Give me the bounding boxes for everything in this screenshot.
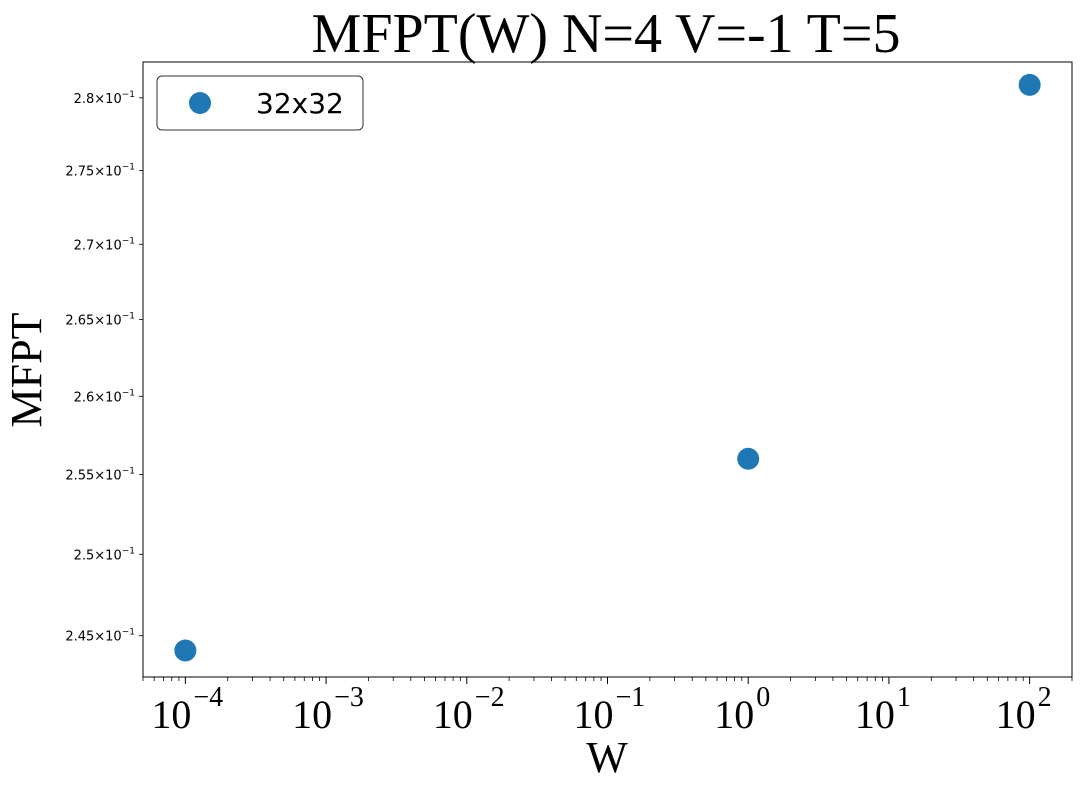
y-tick-exponent: −1 bbox=[122, 628, 135, 638]
x-tick-exponent: −4 bbox=[193, 682, 223, 713]
x-tick-label: 102 bbox=[996, 682, 1052, 737]
x-tick-label: 100 bbox=[714, 682, 770, 737]
y-tick-label: 2.65×10−1 bbox=[65, 312, 135, 329]
x-tick-exponent: 1 bbox=[897, 682, 911, 713]
y-tick-exponent: −1 bbox=[122, 236, 135, 246]
x-tick-exponent: −1 bbox=[616, 682, 646, 713]
y-tick-label: 2.8×10−1 bbox=[74, 90, 135, 107]
plot-frame bbox=[142, 61, 1073, 678]
y-tick-label: 2.5×10−1 bbox=[74, 546, 135, 563]
x-tick-exponent: 2 bbox=[1038, 682, 1052, 713]
data-point bbox=[1018, 73, 1041, 96]
y-tick-exponent: −1 bbox=[122, 162, 135, 172]
y-axis-label: MFPT bbox=[2, 312, 51, 427]
x-tick-label: 10−4 bbox=[151, 682, 223, 737]
legend-box bbox=[156, 75, 364, 131]
legend-label: 32x32 bbox=[256, 87, 344, 120]
x-tick-label: 101 bbox=[855, 682, 911, 737]
x-tick-label: 10−3 bbox=[292, 682, 364, 737]
y-tick-exponent: −1 bbox=[122, 312, 135, 322]
data-point bbox=[174, 639, 197, 662]
x-tick-label: 10−2 bbox=[433, 682, 505, 737]
x-tick-exponent: −3 bbox=[334, 682, 364, 713]
data-points bbox=[174, 73, 1041, 662]
y-tick-label: 2.7×10−1 bbox=[74, 236, 135, 253]
x-tick-exponent: 0 bbox=[756, 682, 770, 713]
x-tick-exponent: −2 bbox=[475, 682, 505, 713]
legend: 32x32 bbox=[156, 75, 364, 131]
y-tick-label: 2.6×10−1 bbox=[74, 388, 135, 405]
y-tick-label: 2.75×10−1 bbox=[65, 162, 135, 179]
x-tick-label: 10−1 bbox=[574, 682, 646, 737]
y-tick-exponent: −1 bbox=[122, 467, 135, 477]
y-tick-label: 2.55×10−1 bbox=[65, 467, 135, 484]
y-tick-label: 2.45×10−1 bbox=[65, 628, 135, 645]
x-axis: 10−4 10−3 10−2 10−1 100 101 102 bbox=[142, 677, 1073, 737]
y-axis: 2.45×10−1 2.5×10−1 2.55×10−1 2.6×10−1 2.65×1… bbox=[65, 90, 143, 645]
y-tick-exponent: −1 bbox=[122, 90, 135, 100]
y-tick-exponent: −1 bbox=[122, 388, 135, 398]
legend-marker bbox=[189, 92, 211, 114]
chart-title: MFPT(W) N=4 V=-1 T=5 bbox=[312, 3, 901, 65]
data-point bbox=[737, 447, 760, 470]
x-axis-label: W bbox=[586, 733, 628, 782]
y-tick-exponent: −1 bbox=[122, 546, 135, 556]
plot-area bbox=[142, 61, 1073, 678]
